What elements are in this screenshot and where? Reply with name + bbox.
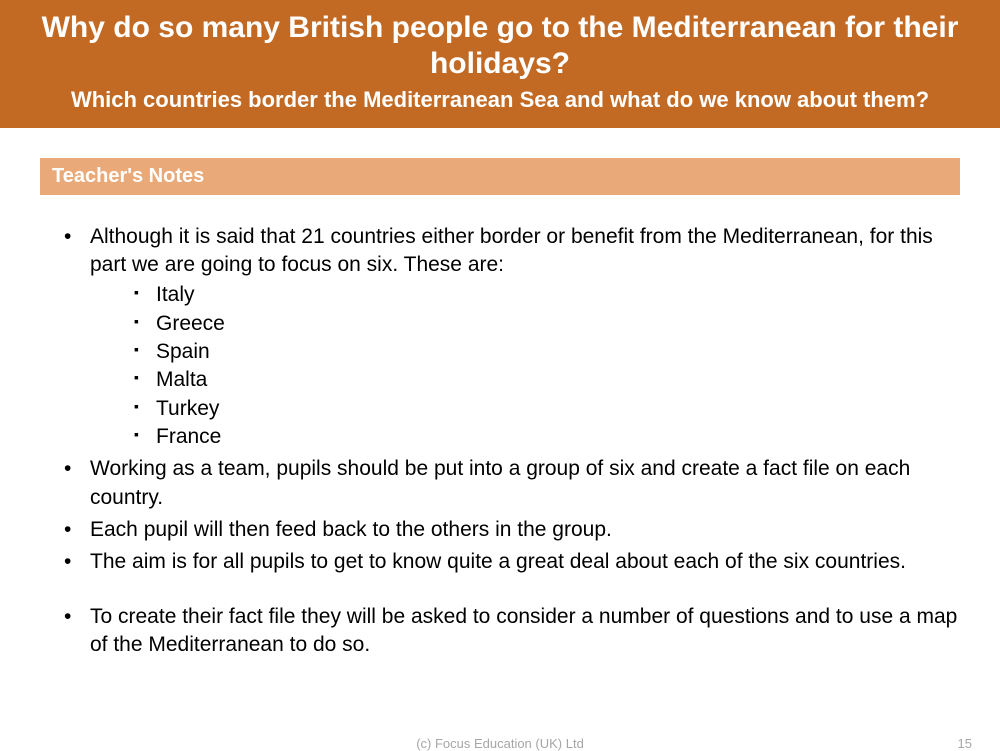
slide-header: Why do so many British people go to the … (0, 0, 1000, 128)
country-item: Italy (134, 281, 960, 309)
country-item: Malta (134, 366, 960, 394)
copyright-text: (c) Focus Education (UK) Ltd (416, 736, 584, 751)
slide-content: Teacher's Notes Although it is said that… (0, 128, 1000, 660)
spacing (40, 581, 960, 603)
country-item: Greece (134, 310, 960, 338)
note-point: Each pupil will then feed back to the ot… (64, 516, 960, 544)
note-final: To create their fact file they will be a… (64, 603, 960, 660)
note-point: The aim is for all pupils to get to know… (64, 548, 960, 576)
notes-list: Although it is said that 21 countries ei… (40, 223, 960, 577)
country-list: Italy Greece Spain Malta Turkey France (90, 281, 960, 451)
country-item: Turkey (134, 395, 960, 423)
page-number: 15 (958, 736, 972, 751)
slide-title: Why do so many British people go to the … (40, 10, 960, 82)
note-intro: Although it is said that 21 countries ei… (64, 223, 960, 452)
note-intro-text: Although it is said that 21 countries ei… (90, 225, 933, 276)
section-heading: Teacher's Notes (40, 158, 960, 195)
country-item: France (134, 423, 960, 451)
note-point: Working as a team, pupils should be put … (64, 455, 960, 512)
notes-list-final: To create their fact file they will be a… (40, 603, 960, 660)
slide-subtitle: Which countries border the Mediterranean… (40, 86, 960, 114)
slide: Why do so many British people go to the … (0, 0, 1000, 750)
country-item: Spain (134, 338, 960, 366)
